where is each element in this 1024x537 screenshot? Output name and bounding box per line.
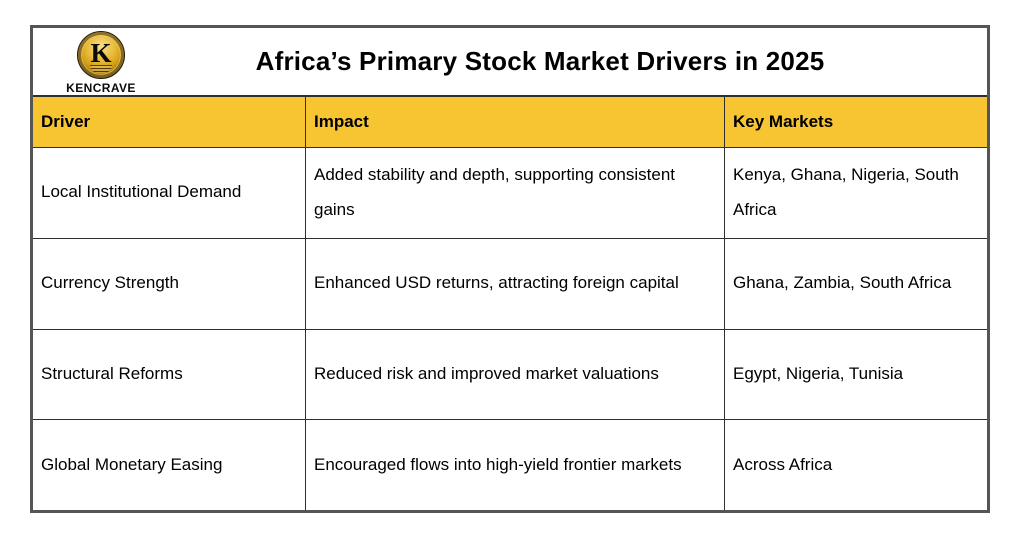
logo-letter: K <box>90 37 112 68</box>
cell-impact: Added stability and depth, supporting co… <box>305 147 724 238</box>
title-band: K KENCRAVE Africa’s Primary Stock Market… <box>33 28 987 97</box>
cell-impact: Encouraged flows into high-yield frontie… <box>305 419 724 510</box>
column-header-key-markets: Key Markets <box>724 97 987 147</box>
kencrave-logo: K KENCRAVE <box>55 31 147 95</box>
cell-driver: Local Institutional Demand <box>33 147 305 238</box>
cell-driver: Structural Reforms <box>33 328 305 420</box>
cell-key-markets: Across Africa <box>724 419 987 510</box>
column-header-impact: Impact <box>305 97 724 147</box>
globe-icon <box>90 65 112 73</box>
cell-driver: Currency Strength <box>33 237 305 329</box>
logo-coin-icon: K <box>77 31 125 79</box>
cell-key-markets: Egypt, Nigeria, Tunisia <box>724 328 987 420</box>
cell-key-markets: Kenya, Ghana, Nigeria, South Africa <box>724 147 987 238</box>
cell-impact: Enhanced USD returns, attracting foreign… <box>305 237 724 329</box>
cell-impact: Reduced risk and improved market valuati… <box>305 328 724 420</box>
cell-driver: Global Monetary Easing <box>33 419 305 510</box>
logo-wordmark: KENCRAVE <box>66 81 136 95</box>
page-title: Africa’s Primary Stock Market Drivers in… <box>255 46 825 76</box>
column-header-driver: Driver <box>33 97 305 147</box>
drivers-table: K KENCRAVE Africa’s Primary Stock Market… <box>30 25 990 513</box>
cell-key-markets: Ghana, Zambia, South Africa <box>724 237 987 329</box>
